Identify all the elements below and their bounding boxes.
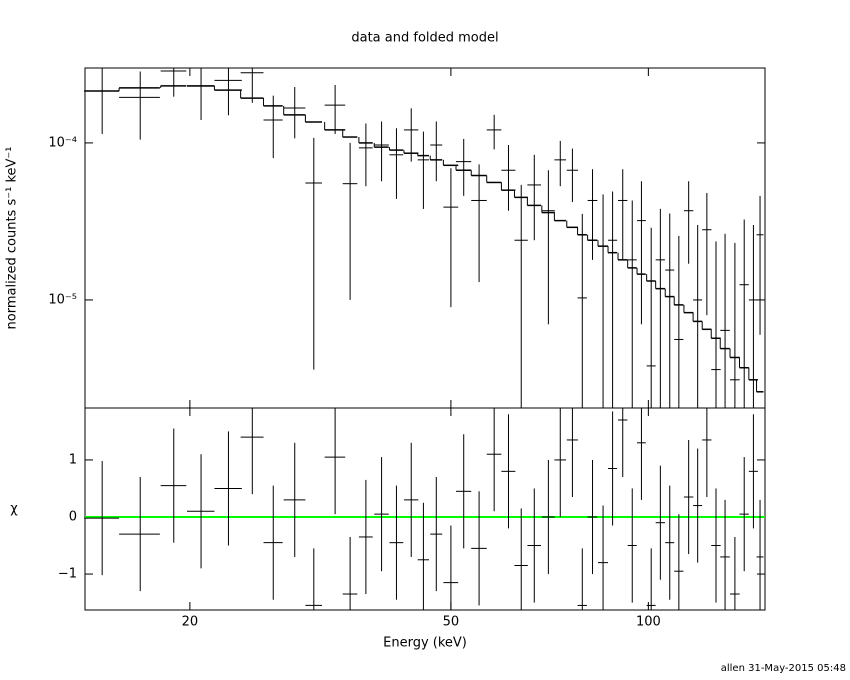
x-axis-label: Energy (keV) xyxy=(383,636,467,651)
y-tick-label: 10⁻⁵ xyxy=(48,292,77,307)
footer: allen 31-May-2015 05:48 xyxy=(721,663,846,674)
y-tick-label: 10⁻⁴ xyxy=(48,135,77,150)
y-axis-label: normalized counts s⁻¹ keV⁻¹ xyxy=(5,147,20,330)
y-axis-label: χ xyxy=(10,502,18,517)
x-tick-label: 20 xyxy=(182,615,199,630)
bottom-frame xyxy=(84,407,766,611)
y-tick-label: −1 xyxy=(58,567,77,582)
y-tick-label: 0 xyxy=(69,509,77,524)
chart-title: data and folded model xyxy=(351,31,498,46)
top-frame xyxy=(84,67,766,409)
x-tick-label: 50 xyxy=(443,615,460,630)
y-tick-label: 1 xyxy=(69,452,77,467)
x-tick-label: 100 xyxy=(636,615,661,630)
